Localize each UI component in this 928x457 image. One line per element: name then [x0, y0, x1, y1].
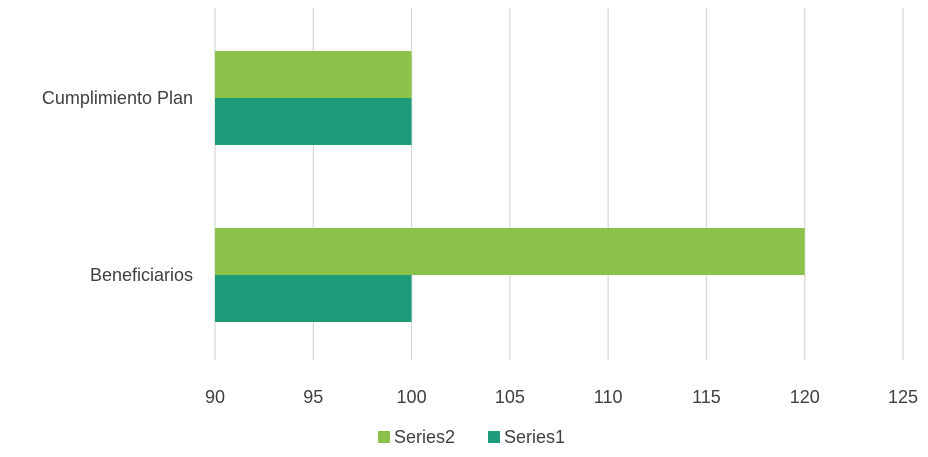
x-tick-label-100: 100 [397, 387, 427, 407]
legend-swatch-series2 [378, 431, 390, 443]
legend-label-series2: Series2 [394, 427, 455, 447]
bar-series1-cumplimiento-plan [215, 98, 412, 145]
x-tick-label-110: 110 [594, 387, 623, 407]
legend-item-series2: Series2 [378, 427, 455, 447]
x-axis-tick-labels: 90 95 100 105 110 115 120 125 [205, 387, 918, 407]
bar-series1-beneficiarios [215, 275, 412, 322]
x-tick-label-115: 115 [692, 387, 721, 407]
category-label-cumplimiento-plan: Cumplimiento Plan [42, 88, 193, 108]
bar-series2-cumplimiento-plan [215, 51, 412, 98]
legend: Series2 Series1 [378, 427, 565, 447]
bars [215, 51, 805, 322]
x-tick-label-125: 125 [888, 387, 918, 407]
x-tick-label-95: 95 [303, 387, 323, 407]
x-tick-label-120: 120 [790, 387, 820, 407]
legend-label-series1: Series1 [504, 427, 565, 447]
legend-item-series1: Series1 [488, 427, 565, 447]
bar-series2-beneficiarios [215, 228, 805, 275]
category-label-beneficiarios: Beneficiarios [90, 265, 193, 285]
x-tick-label-90: 90 [205, 387, 225, 407]
category-labels: Cumplimiento Plan Beneficiarios [42, 88, 193, 285]
legend-swatch-series1 [488, 431, 500, 443]
x-tick-label-105: 105 [495, 387, 525, 407]
